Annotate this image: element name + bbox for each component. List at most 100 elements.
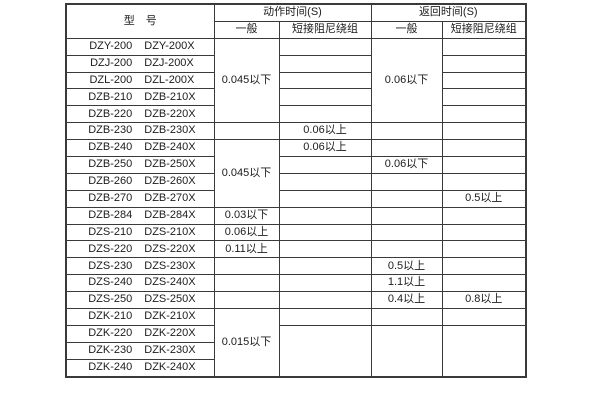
model-name: DZS-230 — [88, 259, 133, 272]
return-general-cell — [370, 172, 443, 191]
return-general-cell: 0.4以上 — [370, 291, 443, 310]
return-damping-cell — [441, 156, 527, 174]
return-damping-cell — [441, 122, 527, 141]
header-action-general: 一般 — [213, 20, 280, 39]
model-name: DZS-240 — [88, 276, 133, 289]
model-cell: DZY-200 DZY-200X — [65, 37, 215, 56]
model-name-x: DZK-240X — [144, 360, 196, 373]
table-row: DZB-220 DZB-220X — [65, 105, 527, 124]
return-damping-cell — [441, 139, 527, 158]
model-name-x: DZJ-200X — [144, 56, 194, 69]
return-general-cell — [370, 139, 443, 158]
table-row: DZB-250 DZB-250X 0.06以下 — [65, 156, 527, 174]
model-name-x: DZB-270X — [144, 191, 196, 204]
header-action-damping: 短接阻尼绕组 — [278, 20, 372, 39]
model-name: DZL-200 — [89, 73, 133, 86]
model-name-x: DZS-230X — [144, 259, 196, 272]
model-cell: DZB-270 DZB-270X — [65, 189, 215, 208]
header-row-2: 一般 短接阻尼绕组 一般 短接阻尼绕组 — [66, 20, 527, 39]
model-name: DZB-284 — [88, 208, 133, 221]
model-cell: DZB-260 DZB-260X — [65, 172, 215, 191]
model-name: DZS-250 — [88, 293, 133, 306]
action-damping-cell — [278, 257, 372, 276]
table-row: DZB-210 DZB-210X — [65, 88, 527, 107]
action-damping-cell — [278, 324, 372, 378]
header-model: 型 号 — [65, 3, 215, 39]
return-damping-cell — [441, 88, 527, 107]
model-name-x: DZS-220X — [144, 242, 196, 255]
action-damping-cell — [278, 54, 372, 73]
return-damping-cell — [441, 324, 527, 378]
return-damping-cell — [441, 274, 527, 293]
return-general-cell: 0.06以下 — [370, 37, 443, 124]
model-name: DZS-220 — [88, 242, 133, 255]
header-row-1: 型 号 动作时间(S) 返回时间(S) — [65, 3, 527, 39]
action-general-cell — [213, 274, 280, 293]
action-damping-cell: 0.06以上 — [278, 139, 372, 158]
header-return-time: 返回时间(S) — [370, 3, 527, 22]
model-name: DZS-210 — [88, 225, 133, 238]
table-row: DZB-240 DZB-240X 0.045以下 0.06以上 — [65, 139, 527, 208]
action-damping-cell — [278, 308, 372, 326]
return-general-cell: 0.5以上 — [370, 257, 443, 276]
action-general-cell: 0.015以下 — [213, 308, 280, 378]
table-row: DZK-210 DZK-210X 0.015以下 — [65, 308, 527, 378]
model-cell: DZK-220 DZK-220X — [65, 324, 215, 343]
return-damping-cell — [441, 105, 527, 124]
header-action-time: 动作时间(S) — [213, 3, 372, 22]
table-row: DZJ-200 DZJ-200X — [65, 54, 527, 73]
model-name: DZB-220 — [88, 107, 133, 120]
model-name-x: DZS-210X — [144, 225, 196, 238]
model-cell: DZB-284 DZB-284X — [65, 206, 215, 225]
action-damping-cell — [278, 274, 372, 293]
model-name: DZB-210 — [88, 90, 133, 103]
model-name: DZK-230 — [88, 343, 133, 356]
model-name-x: DZK-220X — [144, 327, 196, 340]
return-general-cell — [370, 122, 443, 141]
model-name: DZK-210 — [88, 310, 133, 323]
model-cell: DZK-240 DZK-240X — [65, 358, 215, 378]
return-damping-cell — [441, 240, 527, 259]
spec-table: 型 号 动作时间(S) 返回时间(S) 一般 短接阻尼绕组 一般 短接阻尼绕组 … — [65, 3, 528, 378]
action-damping-cell — [278, 156, 372, 174]
model-name-x: DZY-200X — [144, 39, 195, 52]
return-general-cell: 0.06以下 — [370, 156, 443, 174]
model-name-x: DZB-250X — [144, 158, 196, 171]
table-row: DZY-200 DZY-200X 0.045以下 0.06以下 — [65, 37, 527, 124]
return-general-cell — [370, 223, 443, 242]
action-damping-cell — [278, 223, 372, 242]
return-damping-cell — [441, 71, 527, 90]
action-damping-cell — [278, 88, 372, 107]
table-row: DZS-210 DZS-210X 0.06以上 — [65, 223, 527, 242]
model-name: DZB-270 — [88, 191, 133, 204]
model-name-x: DZB-240X — [144, 141, 196, 154]
model-name: DZY-200 — [89, 39, 133, 52]
model-cell: DZB-230 DZB-230X — [65, 122, 215, 141]
action-general-cell: 0.045以下 — [213, 139, 280, 208]
model-cell: DZS-240 DZS-240X — [65, 274, 215, 293]
model-cell: DZS-250 DZS-250X — [65, 291, 215, 310]
action-damping-cell — [278, 172, 372, 191]
action-damping-cell — [278, 37, 372, 56]
table-row: DZK-230 DZK-230X — [65, 341, 526, 360]
model-cell: DZS-210 DZS-210X — [65, 223, 215, 242]
model-name: DZK-220 — [88, 327, 133, 340]
table-row: DZK-240 DZK-240X — [65, 358, 526, 378]
table-row: DZS-220 DZS-220X 0.11以上 — [65, 240, 527, 259]
action-damping-cell — [278, 206, 372, 225]
model-cell: DZL-200 DZL-200X — [65, 71, 215, 90]
header-return-general: 一般 — [370, 20, 443, 39]
model-cell: DZJ-200 DZJ-200X — [65, 54, 215, 73]
table-row: DZB-230 DZB-230X 0.06以上 — [65, 122, 527, 141]
model-cell: DZB-220 DZB-220X — [65, 105, 215, 124]
model-cell: DZS-220 DZS-220X — [65, 240, 215, 259]
table-row: DZS-240 DZS-240X 1.1以上 — [65, 274, 527, 293]
model-name-x: DZL-200X — [144, 73, 195, 86]
return-general-cell — [370, 189, 443, 208]
action-general-cell — [213, 122, 280, 141]
action-damping-cell — [278, 105, 372, 124]
model-cell: DZK-210 DZK-210X — [65, 308, 215, 326]
table-row: DZB-270 DZB-270X 0.5以上 — [65, 189, 527, 208]
action-general-cell — [213, 291, 280, 310]
